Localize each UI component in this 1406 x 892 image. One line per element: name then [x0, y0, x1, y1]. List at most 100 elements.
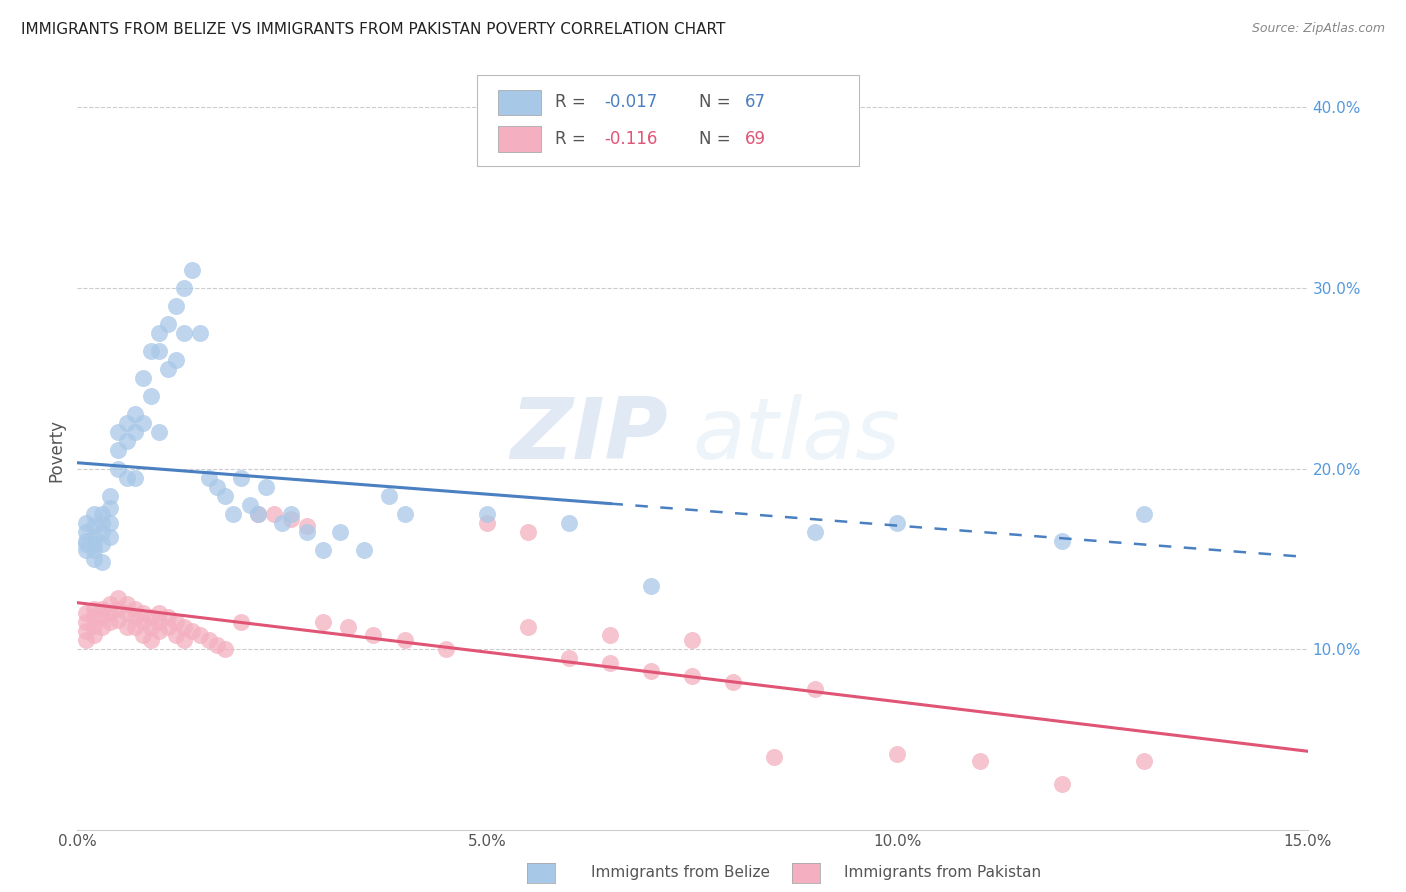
Point [231, 470, 253, 484]
Text: N =: N = [699, 94, 735, 112]
Point [115, 606, 138, 620]
Point [969, 754, 991, 768]
Point [156, 609, 179, 624]
Point [124, 470, 146, 484]
Point [115, 597, 138, 611]
Point [148, 615, 170, 629]
Point [156, 362, 179, 376]
Text: Immigrants from Pakistan: Immigrants from Pakistan [844, 865, 1040, 880]
Point [682, 633, 704, 648]
Point [90, 609, 114, 624]
Point [90, 516, 114, 530]
Point [886, 516, 908, 530]
Point [477, 507, 499, 521]
Point [246, 507, 269, 521]
Point [173, 326, 195, 340]
Point [165, 353, 187, 368]
Point [98, 606, 121, 620]
Point [98, 489, 121, 503]
Text: 67: 67 [745, 94, 766, 112]
Point [804, 524, 827, 539]
Point [132, 417, 155, 431]
Point [214, 642, 236, 657]
Point [83, 542, 105, 557]
Point [83, 627, 105, 641]
Point [107, 613, 129, 627]
Point [394, 633, 416, 648]
Point [90, 524, 114, 539]
Point [682, 669, 704, 683]
Point [75, 533, 97, 548]
Point [271, 516, 294, 530]
Point [90, 537, 114, 551]
Point [173, 620, 195, 634]
Point [173, 281, 195, 295]
Point [148, 425, 170, 440]
Point [115, 470, 138, 484]
Text: IMMIGRANTS FROM BELIZE VS IMMIGRANTS FROM PAKISTAN POVERTY CORRELATION CHART: IMMIGRANTS FROM BELIZE VS IMMIGRANTS FRO… [21, 22, 725, 37]
Text: -0.017: -0.017 [605, 94, 657, 112]
Point [90, 507, 114, 521]
Point [181, 263, 204, 277]
Point [436, 642, 458, 657]
Point [115, 434, 138, 449]
Point [361, 627, 384, 641]
Point [98, 530, 121, 544]
Point [75, 606, 97, 620]
Point [90, 602, 114, 616]
Point [148, 606, 170, 620]
Point [254, 479, 277, 493]
Point [165, 627, 187, 641]
Point [98, 615, 121, 629]
Point [75, 516, 97, 530]
Point [75, 537, 97, 551]
Text: -0.116: -0.116 [605, 130, 657, 148]
Point [295, 519, 318, 533]
Point [378, 489, 401, 503]
Point [197, 470, 219, 484]
FancyBboxPatch shape [498, 90, 541, 115]
Point [124, 609, 146, 624]
FancyBboxPatch shape [498, 127, 541, 152]
Point [246, 507, 269, 521]
Point [280, 507, 302, 521]
Point [124, 425, 146, 440]
Point [132, 627, 155, 641]
Point [1132, 754, 1154, 768]
Point [763, 750, 786, 764]
Point [107, 425, 129, 440]
Point [599, 627, 621, 641]
Point [804, 681, 827, 696]
Point [263, 507, 285, 521]
Point [517, 620, 540, 634]
Point [98, 516, 121, 530]
Point [165, 299, 187, 313]
Point [1050, 533, 1073, 548]
Point [1050, 777, 1073, 791]
Point [75, 615, 97, 629]
Point [115, 620, 138, 634]
Point [98, 501, 121, 516]
Point [148, 326, 170, 340]
Point [214, 489, 236, 503]
Point [640, 579, 662, 593]
Y-axis label: Poverty: Poverty [48, 419, 66, 482]
Point [90, 555, 114, 569]
Point [280, 512, 302, 526]
Text: N =: N = [699, 130, 735, 148]
FancyBboxPatch shape [477, 75, 859, 166]
Point [124, 408, 146, 422]
Point [83, 609, 105, 624]
Point [83, 602, 105, 616]
Point [205, 639, 228, 653]
Point [181, 624, 204, 638]
Point [83, 551, 105, 566]
Point [239, 498, 262, 512]
Point [141, 344, 163, 359]
Point [98, 597, 121, 611]
Point [197, 633, 219, 648]
Point [83, 618, 105, 632]
Point [517, 524, 540, 539]
Point [132, 615, 155, 629]
Point [558, 516, 581, 530]
